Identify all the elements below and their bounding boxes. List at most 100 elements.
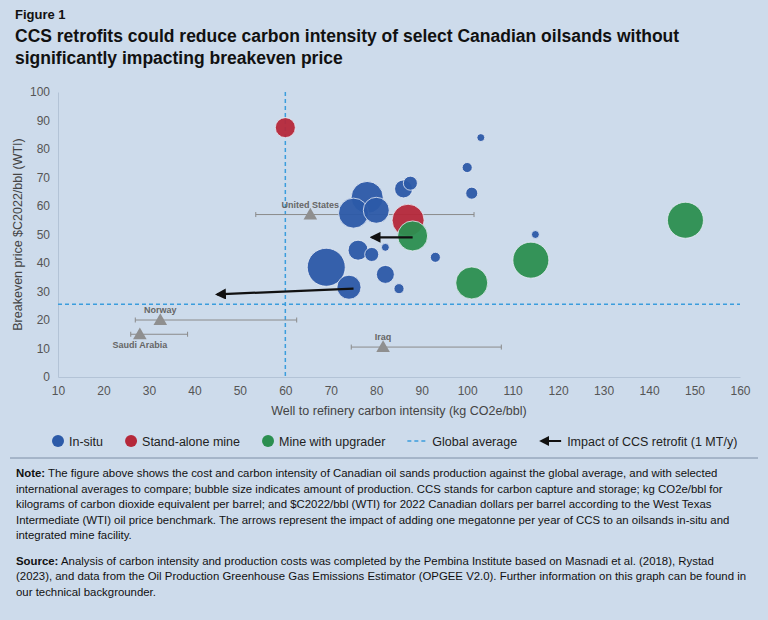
note-text: The figure above shows the cost and carb… xyxy=(16,467,729,541)
benchmark-label: United States xyxy=(282,200,340,210)
x-tick: 100 xyxy=(458,377,478,398)
legend-label: Impact of CCS retrofit (1 MT/y) xyxy=(567,435,737,449)
x-tick-label: 150 xyxy=(685,384,705,398)
legend-marker xyxy=(407,440,427,442)
benchmark-label: Norway xyxy=(144,305,177,315)
legend-label: Stand-alone mine xyxy=(142,435,240,449)
x-tick: 70 xyxy=(325,377,339,398)
bubble xyxy=(462,162,472,172)
x-tick: 60 xyxy=(279,377,293,398)
x-axis: 10 20 30 40 50 60 70 80 90 100 110 120 130 140 150 160 xyxy=(52,377,751,398)
x-tick-label: 100 xyxy=(458,384,478,398)
separator xyxy=(10,458,758,459)
x-tick-label: 40 xyxy=(188,384,202,398)
bubble xyxy=(394,284,404,294)
benchmark-range-end xyxy=(187,332,188,337)
source-label: Source: xyxy=(16,555,58,567)
bubble xyxy=(363,197,389,223)
x-tick: 150 xyxy=(685,377,705,398)
x-tick-label: 80 xyxy=(370,384,384,398)
x-tick-label: 130 xyxy=(594,384,614,398)
y-tick: 100 xyxy=(30,85,58,99)
x-tick-label: 120 xyxy=(549,384,569,398)
x-axis-title: Well to refinery carbon intensity (kg CO… xyxy=(271,404,526,418)
benchmark-range xyxy=(351,347,501,348)
x-tick-label: 160 xyxy=(730,384,750,398)
ccs-arrow xyxy=(217,289,353,295)
benchmark-range-end xyxy=(351,345,352,350)
legend-marker xyxy=(125,435,137,447)
y-axis: 0 10 20 30 40 50 60 70 80 90 100 xyxy=(30,85,59,384)
figure-label: Figure 1 xyxy=(15,7,66,22)
bubble xyxy=(513,242,549,278)
title-line: significantly impacting breakeven price xyxy=(15,48,343,68)
x-tick-label: 50 xyxy=(234,384,248,398)
y-tick: 30 xyxy=(37,285,58,299)
bubble xyxy=(430,252,440,262)
y-tick-label: 70 xyxy=(37,171,51,185)
x-tick-label: 90 xyxy=(416,384,430,398)
bubble xyxy=(337,275,361,299)
benchmark-range-end xyxy=(135,318,136,323)
x-tick: 10 xyxy=(52,377,66,398)
x-tick-label: 110 xyxy=(504,384,523,398)
y-tick: 50 xyxy=(37,228,58,242)
note: Note: The figure above shows the cost an… xyxy=(16,466,752,544)
legend-label: Mine with upgrader xyxy=(279,435,385,449)
bubble xyxy=(667,202,703,238)
benchmark-label: Saudi Arabia xyxy=(112,340,168,350)
chart-svg: Figure 1 CCS retrofits could reduce carbo… xyxy=(0,0,768,462)
y-tick: 0 xyxy=(43,370,58,384)
legend: In-situStand-alone mineMine with upgrade… xyxy=(52,435,737,449)
bubble xyxy=(456,267,488,299)
x-tick: 50 xyxy=(234,377,248,398)
bubble xyxy=(531,231,539,239)
bubble xyxy=(477,134,485,142)
benchmark-range-end xyxy=(130,332,131,337)
benchmark-range-end xyxy=(296,318,297,323)
bubble xyxy=(466,187,478,199)
x-tick-label: 30 xyxy=(143,384,157,398)
benchmark-marker xyxy=(133,327,147,339)
x-tick-label: 70 xyxy=(325,384,339,398)
y-tick: 70 xyxy=(37,171,58,185)
x-tick: 30 xyxy=(143,377,157,398)
benchmarks xyxy=(131,208,502,352)
note-label: Note: xyxy=(16,467,45,479)
y-tick-label: 0 xyxy=(43,370,50,384)
legend-marker xyxy=(541,440,561,442)
y-tick-label: 90 xyxy=(37,114,51,128)
x-tick-label: 140 xyxy=(640,384,660,398)
y-tick: 10 xyxy=(37,342,58,356)
y-tick-label: 60 xyxy=(37,199,51,213)
x-tick: 130 xyxy=(594,377,614,398)
bubble xyxy=(403,176,417,190)
source: Source: Analysis of carbon intensity and… xyxy=(16,554,752,601)
bubble xyxy=(376,265,394,283)
benchmark-range-end xyxy=(255,212,256,217)
x-tick-label: 10 xyxy=(52,384,66,398)
y-tick: 60 xyxy=(37,199,58,213)
bubble xyxy=(398,221,428,251)
y-tick: 40 xyxy=(37,256,58,270)
x-axis-line xyxy=(59,377,741,378)
source-text: Analysis of carbon intensity and product… xyxy=(16,555,746,598)
x-tick: 40 xyxy=(188,377,202,398)
title: CCS retrofits could reduce carbon intens… xyxy=(15,26,679,68)
x-tick: 120 xyxy=(549,377,569,398)
x-tick: 80 xyxy=(370,377,384,398)
y-tick-label: 40 xyxy=(37,256,51,270)
bubble xyxy=(381,243,389,251)
x-tick-label: 20 xyxy=(97,384,111,398)
benchmark-range-end xyxy=(501,345,502,350)
y-tick: 80 xyxy=(37,142,58,156)
bubbles xyxy=(275,118,703,300)
y-axis-line xyxy=(58,93,59,378)
y-tick: 20 xyxy=(37,313,58,327)
x-tick: 110 xyxy=(504,377,523,398)
legend-marker xyxy=(262,435,274,447)
y-axis-title: Breakeven price $C2022/bbl (WTI) xyxy=(11,138,25,330)
benchmark-labels: United StatesNorwaySaudi ArabiaIraq xyxy=(112,200,391,351)
plot-area xyxy=(58,92,740,377)
y-tick-label: 80 xyxy=(37,142,51,156)
